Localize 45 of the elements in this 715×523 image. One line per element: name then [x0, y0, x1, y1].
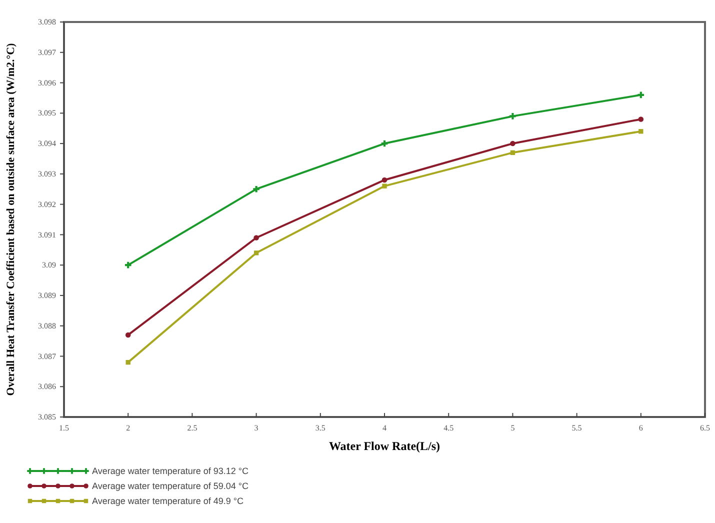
legend-label: Average water temperature of 49.9 °C [92, 496, 244, 506]
y-tick-label: 3.093 [38, 169, 56, 178]
y-tick-label: 3.085 [38, 412, 56, 422]
y-tick-label: 3.095 [38, 108, 56, 118]
point [510, 150, 516, 155]
y-tick-label: 3.087 [38, 352, 56, 361]
y-tick-label: 3.086 [38, 382, 56, 392]
y-tick-label: 3.089 [38, 291, 56, 300]
legend-label: Average water temperature of 59.04 °C [92, 481, 250, 491]
y-tick-label: 3.094 [38, 139, 56, 148]
point [126, 360, 130, 365]
point [254, 235, 259, 240]
point [253, 186, 260, 192]
x-tick-label: 1.5 [59, 424, 69, 433]
x-tick-label: 3 [254, 424, 258, 433]
y-tick-label: 3.088 [38, 321, 56, 330]
x-axis-title: Water Flow Rate(L/s) [328, 439, 440, 453]
point [510, 140, 516, 146]
x-tick-label: 6.5 [700, 424, 710, 433]
x-tick-label: 2.5 [187, 424, 198, 433]
point [381, 140, 388, 147]
y-tick-label: 3.091 [38, 230, 56, 240]
y-tick-label: 3.092 [38, 200, 56, 209]
point [638, 116, 644, 122]
point [638, 129, 644, 134]
point [254, 250, 259, 256]
point [638, 92, 644, 98]
x-tick-label: 4.5 [444, 424, 454, 433]
y-axis-title: Overall Heat Transfer Coefficient based on outside surface area (W/m2.°C) [5, 42, 17, 396]
x-tick-label: 3.5 [315, 424, 326, 433]
point [125, 332, 131, 338]
y-tick-label: 3.097 [38, 48, 56, 57]
y-tick-label: 3.098 [38, 18, 56, 27]
point [382, 177, 388, 183]
y-tick-label: 3.09 [42, 260, 56, 270]
x-tick-label: 2 [126, 424, 130, 433]
point [510, 113, 516, 120]
x-tick-label: 5.5 [572, 424, 582, 433]
point [124, 262, 132, 268]
x-tick-label: 4 [382, 424, 386, 433]
y-tick-label: 3.096 [38, 78, 56, 88]
x-tick-label: 5 [510, 424, 515, 433]
legend-label: Average water temperature of 93.12 °C [92, 466, 250, 476]
point [382, 184, 387, 188]
x-tick-label: 6 [638, 424, 643, 433]
